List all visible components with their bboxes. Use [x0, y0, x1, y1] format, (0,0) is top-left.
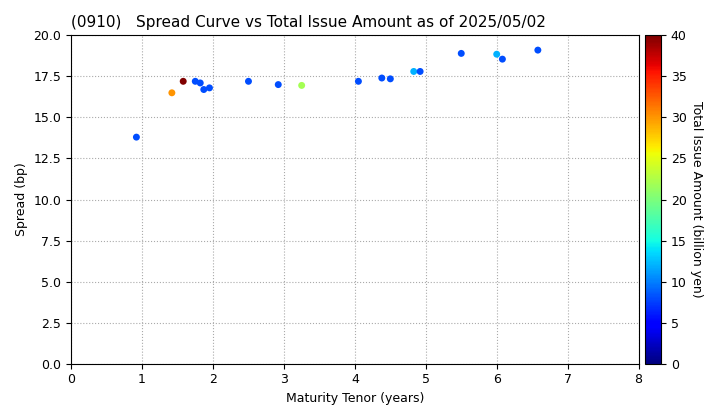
Y-axis label: Total Issue Amount (billion yen): Total Issue Amount (billion yen) — [690, 101, 703, 298]
Point — [177, 78, 189, 85]
Point — [532, 47, 544, 53]
Point — [353, 78, 364, 85]
X-axis label: Maturity Tenor (years): Maturity Tenor (years) — [286, 392, 424, 405]
Text: (0910)   Spread Curve vs Total Issue Amount as of 2025/05/02: (0910) Spread Curve vs Total Issue Amoun… — [71, 15, 546, 30]
Point — [414, 68, 426, 75]
Point — [130, 134, 142, 141]
Point — [497, 56, 508, 63]
Point — [194, 79, 206, 86]
Point — [204, 84, 215, 91]
Point — [296, 82, 307, 89]
Point — [491, 51, 503, 58]
Point — [243, 78, 254, 85]
Point — [408, 68, 420, 75]
Point — [272, 81, 284, 88]
Point — [376, 75, 387, 81]
Point — [166, 89, 178, 96]
Point — [189, 78, 201, 85]
Point — [384, 76, 396, 82]
Point — [198, 86, 210, 93]
Y-axis label: Spread (bp): Spread (bp) — [15, 163, 28, 236]
Point — [456, 50, 467, 57]
